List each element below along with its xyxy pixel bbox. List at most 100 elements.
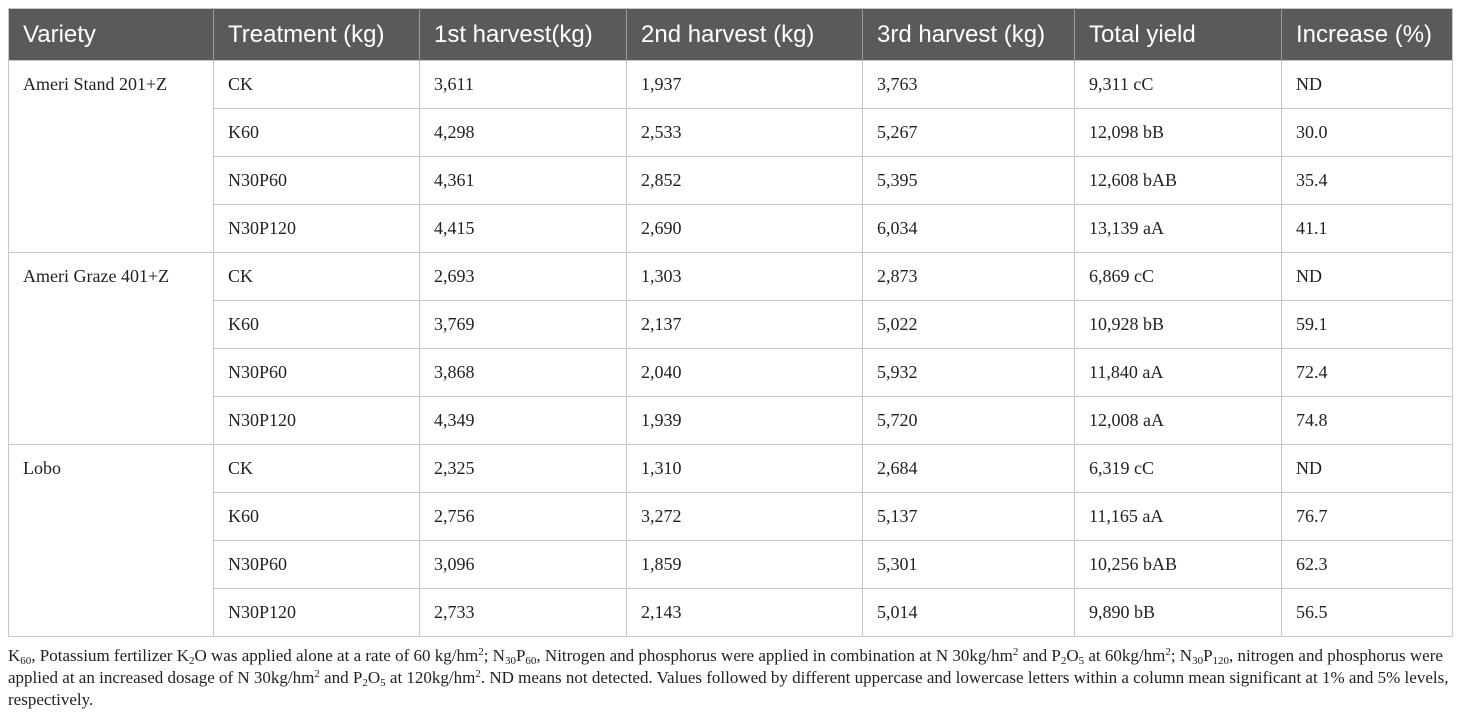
footnote-fragment: O [367, 668, 381, 687]
table-cell: K60 [213, 300, 420, 349]
table-cell: 6,869 cC [1074, 252, 1282, 301]
footnote-fragment: 60 [525, 655, 537, 667]
footnote-fragment: P [515, 646, 526, 665]
table-cell: 76.7 [1281, 492, 1453, 541]
table-cell: 5,720 [862, 396, 1075, 445]
table-cell: 3,611 [419, 60, 627, 109]
footnote-fragment: 2 [475, 668, 481, 680]
table-cell: 2,873 [862, 252, 1075, 301]
footnote-fragment: 5 [1078, 655, 1085, 667]
variety-cell: Ameri Graze 401+Z [8, 252, 214, 445]
table-cell: 4,361 [419, 156, 627, 205]
table-row: N30P60 3,868 2,040 5,932 11,840 aA 72.4 [9, 348, 1453, 397]
footnote-fragment: 120 [1212, 655, 1230, 667]
footnote-fragment: 2 [314, 668, 320, 680]
table-cell: 11,165 aA [1074, 492, 1282, 541]
table-cell: 2,756 [419, 492, 627, 541]
footnote-fragment: 60 [20, 655, 32, 667]
footnote-fragment: at 60kg/hm [1084, 646, 1166, 665]
table-cell: 30.0 [1281, 108, 1453, 157]
footnote-fragment: P [1203, 646, 1213, 665]
table-cell: 6,319 cC [1074, 444, 1282, 493]
table-row: N30P60 3,096 1,859 5,301 10,256 bAB 62.3 [9, 540, 1453, 589]
table-cell: 1,303 [626, 252, 863, 301]
table-row: N30P120 4,349 1,939 5,720 12,008 aA 74.8 [9, 396, 1453, 445]
table-cell: 3,763 [862, 60, 1075, 109]
table-cell: 12,008 aA [1074, 396, 1282, 445]
footnote-fragment: K [8, 646, 21, 665]
table-cell: 4,298 [419, 108, 627, 157]
footnote-fragment: 2 [478, 646, 484, 658]
yield-table: Variety Treatment (kg) 1st harvest(kg) 2nd … [8, 8, 1453, 637]
variety-cell: Lobo [8, 444, 214, 637]
table-cell: 4,415 [419, 204, 627, 253]
table-cell: 2,852 [626, 156, 863, 205]
column-header: Treatment (kg) [213, 8, 420, 61]
footnote-fragment: 2 [1165, 646, 1171, 658]
variety-cell: Ameri Stand 201+Z [8, 60, 214, 253]
table-header-row: Variety Treatment (kg) 1st harvest(kg) 2nd … [8, 8, 1453, 61]
table-cell: 12,098 bB [1074, 108, 1282, 157]
table-cell: CK [213, 252, 420, 301]
footnote-fragment: 2 [1012, 646, 1019, 658]
table-cell: 2,137 [626, 300, 863, 349]
footnote-fragment: 30 [504, 655, 516, 667]
table-row: Lobo CK 2,325 1,310 2,684 6,319 cC ND [8, 444, 1453, 637]
table-cell: 72.4 [1281, 348, 1453, 397]
table-row: N30P120 2,733 2,143 5,014 9,890 bB 56.5 [9, 588, 1453, 637]
footnote-fragment: 2 [1060, 655, 1067, 667]
table-cell: 35.4 [1281, 156, 1453, 205]
table-cell: K60 [213, 492, 420, 541]
table-row: Ameri Stand 201+Z CK 3,611 1,937 3,763 9,311 … [8, 60, 1453, 253]
table-cell: 5,932 [862, 348, 1075, 397]
table-cell: 10,256 bAB [1074, 540, 1282, 589]
table-cell: N30P60 [213, 156, 420, 205]
table-cell: ND [1281, 444, 1453, 493]
footnote-fragment: 30 [1192, 655, 1204, 667]
table-cell: 12,608 bAB [1074, 156, 1282, 205]
table-cell: 3,272 [626, 492, 863, 541]
table-cell: 1,937 [626, 60, 863, 109]
footnote-fragment: and P [1018, 646, 1061, 665]
table-footnote: K60, Potassium fertilizer K2O was applie… [8, 645, 1452, 711]
table-cell: N30P120 [213, 204, 420, 253]
table-cell: 2,325 [419, 444, 627, 493]
footnote-fragment: . ND means not detected. Values followed… [8, 668, 1449, 709]
table-cell: 2,693 [419, 252, 627, 301]
table-cell: 5,267 [862, 108, 1075, 157]
footnote-fragment: ; N [1170, 646, 1193, 665]
table-cell: K60 [213, 108, 420, 157]
table-cell: 11,840 aA [1074, 348, 1282, 397]
table-cell: 2,533 [626, 108, 863, 157]
table-cell: 5,014 [862, 588, 1075, 637]
table-row: Ameri Graze 401+Z CK 2,693 1,303 2,873 6,869 … [8, 252, 1453, 445]
table-cell: 3,769 [419, 300, 627, 349]
table-cell: 6,034 [862, 204, 1075, 253]
table-cell: N30P120 [213, 396, 420, 445]
footnote-fragment: 2 [362, 677, 368, 689]
table-cell: 1,310 [626, 444, 863, 493]
table-cell: 56.5 [1281, 588, 1453, 637]
column-header: Increase (%) [1281, 8, 1453, 61]
footnote-fragment: , nitrogen and phosphorus were applied a… [8, 646, 1443, 687]
table-cell: ND [1281, 60, 1453, 109]
table-cell: CK [213, 60, 420, 109]
column-header: 2nd harvest (kg) [626, 8, 863, 61]
table-cell: 2,684 [862, 444, 1075, 493]
footnote-fragment: 2 [188, 655, 195, 667]
table-cell: 2,143 [626, 588, 863, 637]
footnote-fragment: ; N [483, 646, 505, 665]
table-cell: 5,022 [862, 300, 1075, 349]
column-header: Variety [8, 8, 214, 61]
table-cell: 13,139 aA [1074, 204, 1282, 253]
table-cell: 9,311 cC [1074, 60, 1282, 109]
table-cell: 1,859 [626, 540, 863, 589]
column-header: 3rd harvest (kg) [862, 8, 1075, 61]
table-row: K60 3,769 2,137 5,022 10,928 bB 59.1 [9, 300, 1453, 349]
table-row: K60 4,298 2,533 5,267 12,098 bB 30.0 [9, 108, 1453, 157]
footnote-fragment: , Potassium fertilizer K [31, 646, 189, 665]
table-row: K60 2,756 3,272 5,137 11,165 aA 76.7 [9, 492, 1453, 541]
table-cell: N30P120 [213, 588, 420, 637]
table-cell: 5,137 [862, 492, 1075, 541]
table-cell: 2,040 [626, 348, 863, 397]
